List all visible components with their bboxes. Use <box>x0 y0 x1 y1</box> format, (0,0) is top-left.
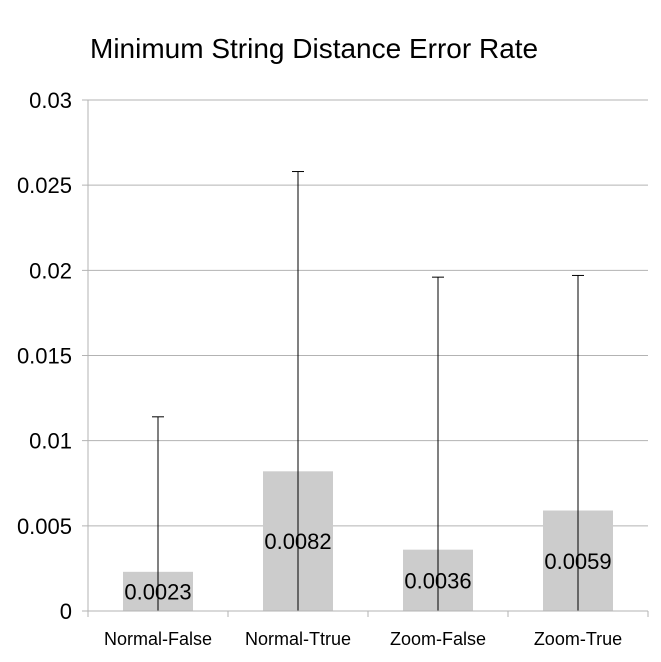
data-label: 0.0059 <box>544 549 611 574</box>
data-label: 0.0023 <box>124 579 191 604</box>
x-tick-label: Normal-Ttrue <box>245 629 351 649</box>
y-tick-label: 0.015 <box>17 344 72 369</box>
data-label: 0.0082 <box>264 529 331 554</box>
y-tick-label: 0.03 <box>29 88 72 113</box>
gridlines <box>82 99 648 612</box>
data-labels: 0.0023 0.0082 0.0036 0.0059 <box>124 529 611 604</box>
axes <box>82 100 649 617</box>
y-tick-label: 0 <box>60 599 72 624</box>
y-tick-label: 0.01 <box>29 429 72 454</box>
y-tick-label: 0.005 <box>17 514 72 539</box>
x-tick-label: Normal-False <box>104 629 212 649</box>
data-label: 0.0036 <box>404 568 471 593</box>
bars <box>123 471 613 611</box>
y-tick-label: 0.025 <box>17 173 72 198</box>
y-tick-label: 0.02 <box>29 258 72 283</box>
x-axis-ticks: Normal-False Normal-Ttrue Zoom-False Zoom-T… <box>104 629 622 649</box>
x-tick-label: Zoom-True <box>534 629 622 649</box>
y-axis-ticks: 0 0.005 0.01 0.015 0.02 0.025 0.03 <box>17 88 72 624</box>
chart-title: Minimum String Distance Error Rate <box>90 33 538 64</box>
error-bars <box>152 171 584 611</box>
x-tick-label: Zoom-False <box>390 629 486 649</box>
